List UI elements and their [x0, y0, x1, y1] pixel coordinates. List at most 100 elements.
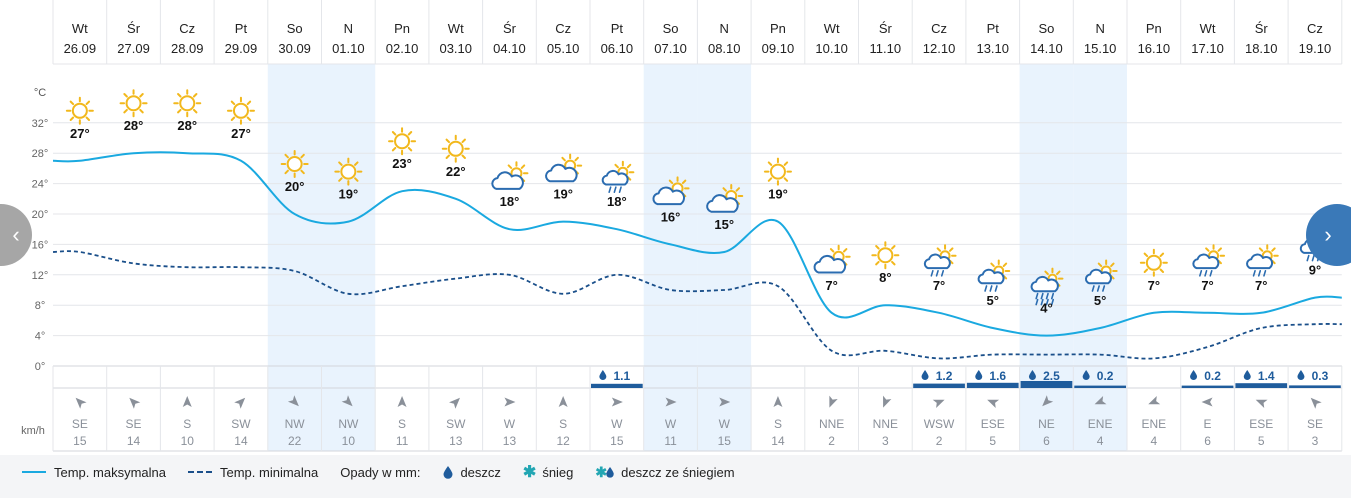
legend-max-label: Temp. maksymalna [54, 464, 166, 480]
y-tick-label: 20° [32, 209, 49, 221]
sleet-raindrop-icon [606, 467, 614, 478]
day-name-label: So [663, 21, 679, 36]
wind-direction-label: ENE [1088, 417, 1113, 431]
sun-icon [65, 96, 94, 125]
partly-cloudy-icon [813, 244, 851, 274]
wind-speed-label: 14 [771, 434, 785, 448]
wind-arrow-icon [883, 395, 892, 408]
wind-direction-label: SE [72, 417, 88, 431]
temp-data-label: 20° [285, 179, 305, 194]
partly-cloudy-icon [652, 176, 690, 206]
temp-data-label: 16° [661, 209, 681, 224]
raindrop-icon [1082, 370, 1090, 381]
raindrop-icon [1190, 370, 1198, 381]
precip-bar [966, 382, 1019, 388]
temp-data-label: 27° [70, 126, 90, 141]
wind-speed-label: 4 [1097, 434, 1104, 448]
raindrop-icon [975, 370, 983, 381]
legend-precip-title-label: Opady w mm: [340, 464, 421, 480]
wind-arrow-icon [665, 397, 677, 407]
wind-arrow-icon [234, 397, 246, 409]
wind-direction-label: SW [446, 417, 466, 431]
precip-value-label: 0.2 [1097, 369, 1114, 383]
day-date-label: 28.09 [171, 41, 204, 56]
day-name-label: Pt [235, 21, 248, 36]
chevron-right-icon: › [1324, 222, 1332, 247]
sun-cloud-rain-icon [1084, 259, 1118, 292]
day-name-label: Cz [931, 21, 947, 36]
day-name-label: N [1095, 21, 1104, 36]
day-name-label: Śr [127, 21, 141, 36]
wind-speed-label: 6 [1204, 434, 1211, 448]
temp-data-label: 23° [392, 156, 412, 171]
day-name-label: So [1038, 21, 1054, 36]
wind-arrow-icon [1201, 397, 1213, 407]
day-name-label: Wt [448, 21, 464, 36]
day-name-label: Śr [879, 21, 893, 36]
day-name-label: Śr [1255, 21, 1269, 36]
sun-icon [173, 89, 202, 118]
day-name-label: Śr [503, 21, 517, 36]
chevron-left-icon: ‹ [12, 222, 20, 247]
day-date-label: 11.10 [870, 41, 902, 56]
precip-bar [1289, 385, 1341, 388]
legend-min-label: Temp. minimalna [219, 464, 319, 480]
wind-direction-label: S [183, 417, 191, 431]
wind-speed-label: 15 [73, 434, 87, 448]
wind-arrow-icon [397, 396, 407, 407]
day-date-label: 19.10 [1299, 41, 1332, 56]
day-date-label: 01.10 [332, 41, 365, 56]
day-name-label: Cz [179, 21, 195, 36]
wind-direction-label: W [665, 417, 677, 431]
sun-cloud-rain-icon [1192, 244, 1226, 277]
legend-precip-title: Opady w mm: [340, 465, 420, 480]
legend-rain-snow: ✱ deszcz ze śniegiem [595, 464, 734, 481]
wind-arrow-icon [182, 396, 192, 407]
sun-cloud-rain-icon [923, 244, 957, 277]
wind-speed-label: 5 [1258, 434, 1265, 448]
day-name-label: Pn [394, 21, 410, 36]
temp-data-label: 5° [1094, 293, 1106, 308]
wind-speed-label: 22 [288, 434, 302, 448]
day-name-label: Pn [770, 21, 786, 36]
wind-speed-label: 3 [882, 434, 889, 448]
day-date-label: 10.10 [815, 41, 848, 56]
wind-speed-label: 15 [610, 434, 624, 448]
legend-rain-label: deszcz [460, 464, 501, 480]
day-date-label: 18.10 [1245, 41, 1278, 56]
wind-direction-label: SE [126, 417, 142, 431]
wind-speed-label: 6 [1043, 434, 1050, 448]
wind-unit-label: km/h [21, 425, 45, 437]
precip-bar [913, 383, 965, 388]
legend-rain: deszcz [442, 464, 501, 480]
day-date-label: 17.10 [1191, 41, 1224, 56]
wind-direction-label: ESE [1249, 417, 1273, 431]
day-name-label: N [344, 21, 353, 36]
y-tick-label: 32° [32, 118, 49, 130]
temp-data-label: 18° [500, 194, 520, 209]
min-line-swatch [187, 471, 212, 473]
sun-icon [441, 134, 470, 163]
wind-direction-label: NW [285, 417, 306, 431]
sun-icon [280, 150, 309, 178]
wind-direction-label: NE [1038, 417, 1055, 431]
wind-speed-label: 12 [556, 434, 570, 448]
next-arrow-button[interactable]: › [1306, 204, 1351, 266]
temp-data-label: 28° [124, 118, 144, 133]
precip-value-label: 1.6 [989, 369, 1006, 383]
wind-arrow-icon [1148, 395, 1161, 405]
wind-arrow-icon [1042, 395, 1054, 407]
precip-bar [1181, 385, 1234, 388]
wind-arrow-icon [932, 399, 945, 409]
wind-direction-label: SW [231, 417, 251, 431]
raindrop-icon [1028, 370, 1036, 381]
wind-speed-label: 13 [449, 434, 463, 448]
temp-data-label: 19° [553, 187, 573, 202]
temp-data-label: 9° [1309, 263, 1321, 278]
day-date-label: 14.10 [1030, 41, 1063, 56]
day-date-label: 15.10 [1084, 41, 1117, 56]
day-date-label: 13.10 [976, 41, 1009, 56]
weekend-column [1073, 64, 1127, 451]
legend-snow-label: śnieg [542, 464, 574, 480]
day-name-label: Wt [72, 21, 88, 36]
